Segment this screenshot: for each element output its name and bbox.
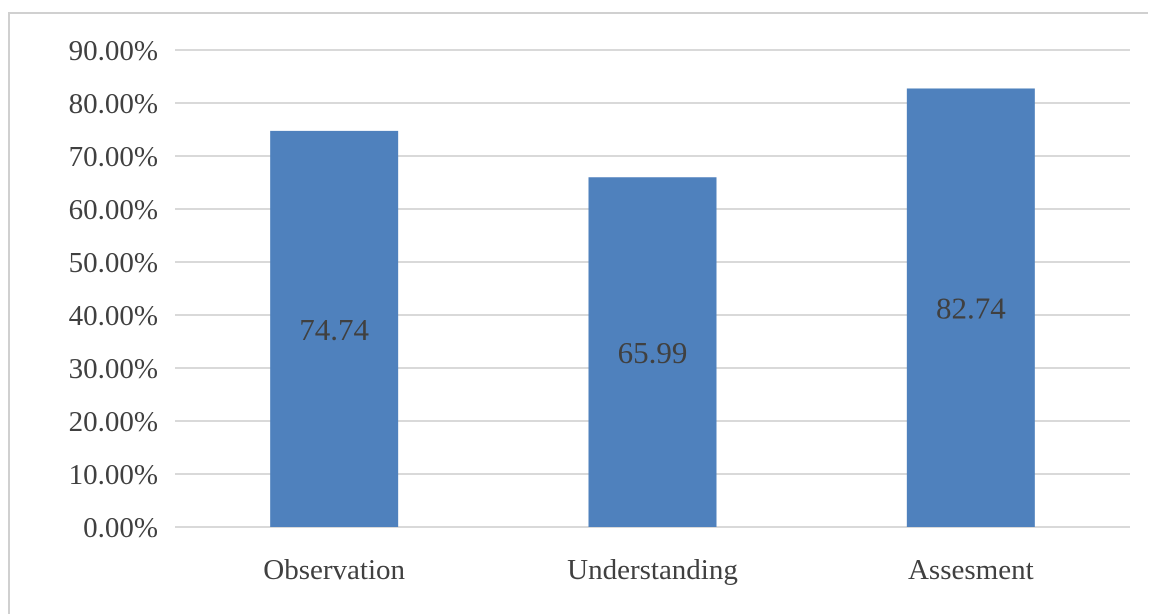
x-tick-label: Observation [263, 554, 405, 586]
y-tick-label: 30.00% [69, 353, 158, 385]
y-tick-label: 0.00% [83, 512, 158, 544]
y-tick-label: 20.00% [69, 406, 158, 438]
data-label: 74.74 [299, 312, 369, 347]
y-tick-label: 60.00% [69, 194, 158, 226]
y-tick-label: 70.00% [69, 141, 158, 173]
data-label: 82.74 [936, 291, 1006, 326]
bar [588, 177, 717, 528]
x-tick-label: Assesment [908, 554, 1034, 586]
y-tick-label: 90.00% [69, 35, 158, 67]
y-tick-label: 40.00% [69, 300, 158, 332]
data-label: 65.99 [618, 335, 688, 370]
y-tick-label: 10.00% [69, 459, 158, 491]
y-tick-label: 50.00% [69, 247, 158, 279]
x-tick-label: Understanding [567, 554, 738, 586]
y-tick-label: 80.00% [69, 88, 158, 120]
bar [270, 130, 399, 528]
bar [906, 88, 1035, 527]
